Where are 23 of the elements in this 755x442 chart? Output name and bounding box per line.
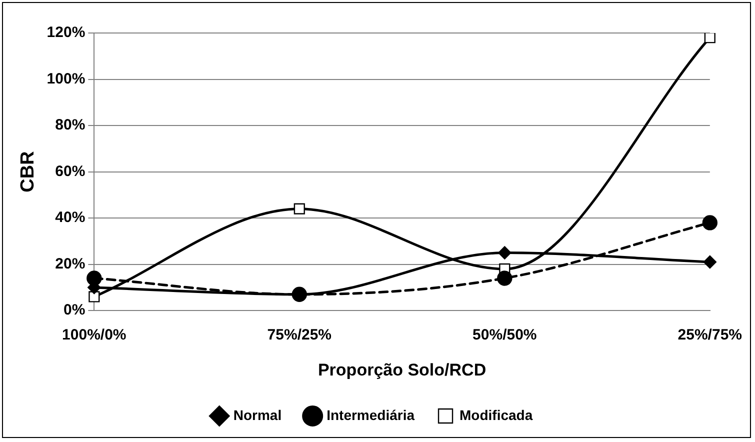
y-tick-label: 0% bbox=[63, 302, 86, 319]
x-tick-label: 75%/25% bbox=[267, 326, 332, 344]
legend-label: Modificada bbox=[460, 406, 533, 423]
y-tick-label: 60% bbox=[55, 162, 86, 180]
legend-label: Normal bbox=[233, 406, 282, 423]
point bbox=[294, 203, 305, 214]
y-tick-label: 80% bbox=[55, 116, 86, 134]
point bbox=[703, 255, 716, 269]
x-axis-title: Proporção Solo/RCD bbox=[318, 360, 486, 380]
y-tick-label: 100% bbox=[46, 70, 86, 88]
point bbox=[498, 246, 512, 260]
x-tick-label: 25%/75% bbox=[678, 326, 742, 344]
legend-label: Intermediária bbox=[326, 406, 415, 423]
point bbox=[88, 291, 100, 302]
point bbox=[704, 33, 716, 44]
point bbox=[497, 270, 512, 286]
y-axis-title: CBR bbox=[18, 150, 39, 192]
y-tick-label: 40% bbox=[55, 209, 86, 226]
y-tick-label: 120% bbox=[46, 24, 86, 42]
point bbox=[702, 215, 718, 230]
x-tick-label: 100%/0% bbox=[62, 326, 126, 344]
x-tick-label: 50%/50% bbox=[472, 326, 537, 344]
y-tick-label: 20% bbox=[55, 255, 86, 272]
